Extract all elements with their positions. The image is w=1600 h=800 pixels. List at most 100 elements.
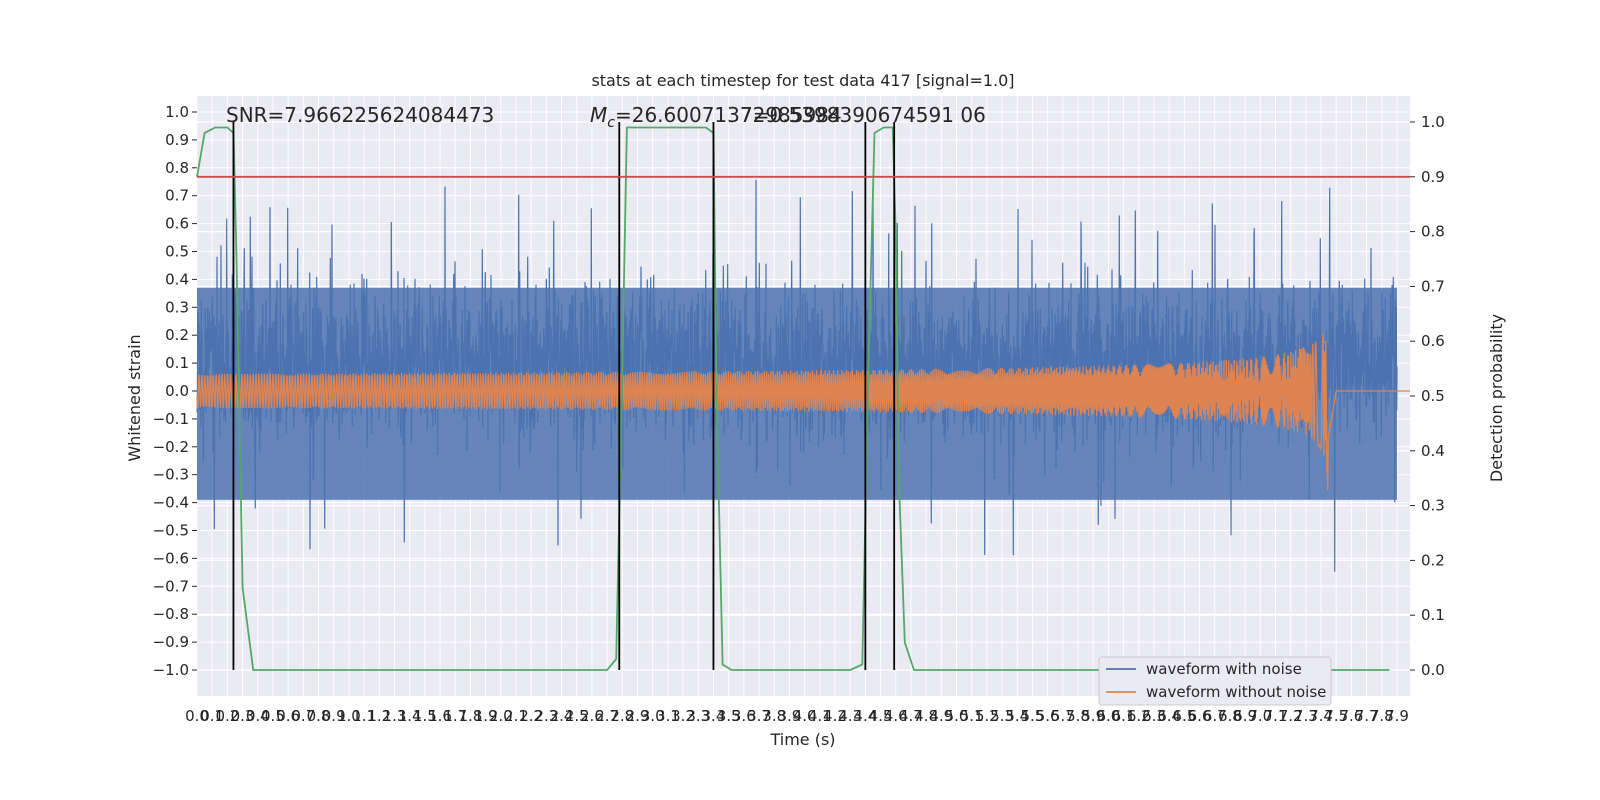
snr-annotation: SNR=7.966225624084473 — [226, 103, 494, 127]
y-tick-label-left: −0.3 — [153, 466, 189, 484]
y-tick-label-left: 0.4 — [165, 270, 189, 288]
y-tick-label-left: −0.8 — [153, 605, 189, 623]
y-tick-label-right: 0.9 — [1421, 168, 1445, 186]
x-tick-label: 0.2 — [215, 707, 239, 725]
x-tick-label: 7.0 — [1248, 707, 1272, 725]
x-tick-label: 5.7 — [1051, 707, 1075, 725]
x-tick-label: 7.9 — [1385, 707, 1409, 725]
x-tick-label: 1.4 — [398, 707, 422, 725]
x-tick-label: 7.5 — [1324, 707, 1348, 725]
x-tick-label: 6.6 — [1188, 707, 1212, 725]
y-tick-label-left: 0.0 — [165, 382, 189, 400]
x-tick-label: 3.1 — [656, 707, 680, 725]
x-tick-label: 0.8 — [307, 707, 331, 725]
x-tick-label: 3.2 — [671, 707, 695, 725]
x-tick-label: 1.6 — [428, 707, 452, 725]
x-tick-label: 2.1 — [504, 707, 528, 725]
y-tick-label-left: −1.0 — [153, 661, 189, 679]
y-tick-label-right: 0.7 — [1421, 277, 1445, 295]
x-tick-label: 6.7 — [1203, 707, 1227, 725]
x-tick-label: 0.6 — [276, 707, 300, 725]
left-y-axis-label: Whitened strain — [125, 334, 144, 461]
extra-annotation: 7=0.5398390674591 06 — [740, 103, 986, 127]
x-tick-label: 5.6 — [1036, 707, 1060, 725]
x-tick-label: 4.3 — [838, 707, 862, 725]
y-tick-label-left: −0.5 — [153, 522, 189, 540]
left-y-tick-labels: −1.0 −0.9 −0.8 −0.7 −0.6 −0.5 −0.4 −0.3 −0.2 −0.1… — [153, 103, 197, 679]
y-tick-label-right: 0.5 — [1421, 387, 1445, 405]
x-tick-label: 3.8 — [762, 707, 786, 725]
x-tick-label: 4.6 — [884, 707, 908, 725]
x-tick-label: 3.0 — [641, 707, 665, 725]
x-tick-label: 6.9 — [1233, 707, 1257, 725]
x-tick-label: 4.7 — [899, 707, 923, 725]
y-tick-label-right: 0.3 — [1421, 497, 1445, 515]
x-tick-label: 5.0 — [945, 707, 969, 725]
x-tick-label: 4.0 — [793, 707, 817, 725]
x-tick-label: 6.1 — [1112, 707, 1136, 725]
x-tick-label: 1.9 — [474, 707, 498, 725]
y-tick-label-left: −0.4 — [153, 494, 189, 512]
x-tick-label: 6.4 — [1157, 707, 1181, 725]
x-tick-label: 1.1 — [352, 707, 376, 725]
x-tick-label: 2.3 — [534, 707, 558, 725]
x-tick-label: 1.8 — [458, 707, 482, 725]
x-tick-label: 1.2 — [367, 707, 391, 725]
x-tick-label: 4.5 — [869, 707, 893, 725]
x-tick-label: 4.2 — [823, 707, 847, 725]
chirp-mass-annotation: Mc=26.60071372985984 — [590, 103, 842, 131]
y-tick-label-left: 0.5 — [165, 243, 189, 261]
x-tick-label: 5.8 — [1066, 707, 1090, 725]
y-tick-label-left: 0.7 — [165, 187, 189, 205]
x-tick-label: 0.1 — [200, 707, 224, 725]
x-tick-label: 1.5 — [413, 707, 437, 725]
y-tick-label-left: 0.3 — [165, 298, 189, 316]
x-tick-label: 7.3 — [1294, 707, 1318, 725]
x-axis-label: Time (s) — [769, 730, 835, 749]
y-tick-label-left: −0.2 — [153, 438, 189, 456]
y-tick-label-left: 0.1 — [165, 354, 189, 372]
x-tick-label: 5.1 — [960, 707, 984, 725]
chirp-line — [196, 334, 1410, 491]
x-tick-label: 2.6 — [580, 707, 604, 725]
x-tick-label: 7.2 — [1279, 707, 1303, 725]
x-tick-label: 3.9 — [777, 707, 801, 725]
y-tick-label-left: −0.6 — [153, 549, 189, 567]
right-y-tick-labels: 0.0 0.1 0.2 0.3 0.4 0.5 0.6 0.7 0.8 0.9 1.0 — [1410, 113, 1445, 679]
y-tick-label-right: 1.0 — [1421, 113, 1445, 131]
x-tick-label: 0.9 — [322, 707, 346, 725]
x-tick-label: 0.0 — [185, 707, 209, 725]
x-tick-label: 1.7 — [443, 707, 467, 725]
x-tick-label: 5.9 — [1081, 707, 1105, 725]
y-tick-label-right: 0.0 — [1421, 661, 1445, 679]
legend: waveform with noise waveform without noi… — [1098, 656, 1332, 706]
y-tick-label-left: −0.1 — [153, 410, 189, 428]
right-y-axis-label: Detection probability — [1487, 314, 1506, 482]
x-tick-label: 7.7 — [1355, 707, 1379, 725]
y-tick-label-right: 0.6 — [1421, 332, 1445, 350]
y-tick-label-left: 0.6 — [165, 215, 189, 233]
x-tick-label: 0.3 — [231, 707, 255, 725]
x-tick-label: 5.2 — [975, 707, 999, 725]
y-tick-label-right: 0.8 — [1421, 223, 1445, 241]
x-tick-label: 1.3 — [383, 707, 407, 725]
x-tick-label: 3.5 — [717, 707, 741, 725]
x-tick-label: 4.4 — [853, 707, 877, 725]
y-tick-label-left: 1.0 — [165, 103, 189, 121]
x-tick-label: 6.0 — [1096, 707, 1120, 725]
y-tick-label-right: 0.4 — [1421, 442, 1445, 460]
legend-label-clean: waveform without noise — [1146, 683, 1326, 701]
x-tick-label: 0.5 — [261, 707, 285, 725]
x-tick-label: 6.8 — [1218, 707, 1242, 725]
x-tick-label: 0.7 — [291, 707, 315, 725]
y-tick-label-left: 0.8 — [165, 159, 189, 177]
x-tick-label: 2.4 — [550, 707, 574, 725]
x-tick-label: 7.4 — [1309, 707, 1333, 725]
legend-box — [1098, 656, 1332, 706]
x-tick-label: 2.7 — [595, 707, 619, 725]
x-tick-label: 2.9 — [626, 707, 650, 725]
y-tick-label-left: 0.2 — [165, 326, 189, 344]
x-tick-label: 7.1 — [1264, 707, 1288, 725]
legend-label-noise: waveform with noise — [1146, 660, 1302, 678]
